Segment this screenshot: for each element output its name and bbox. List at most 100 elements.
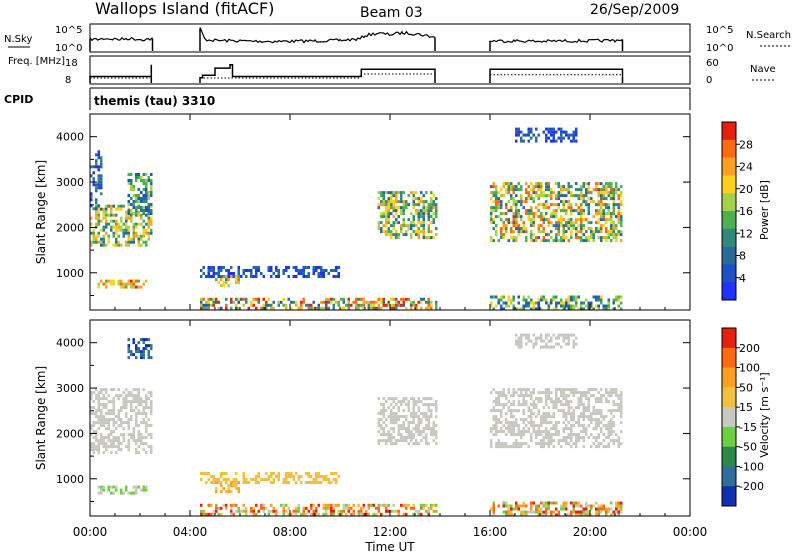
power-cell xyxy=(570,307,573,311)
power-cell xyxy=(570,191,573,195)
power-cell xyxy=(307,272,310,275)
power-cell xyxy=(115,228,118,232)
power-cell xyxy=(95,210,98,214)
power-cell xyxy=(410,306,413,310)
power-cell xyxy=(492,221,495,225)
velocity-cell xyxy=(540,445,543,449)
velocity-cell xyxy=(582,394,585,398)
velocity-cell xyxy=(400,439,403,443)
power-cell xyxy=(212,275,215,278)
velocity-cell xyxy=(392,503,395,507)
velocity-cell xyxy=(315,506,318,510)
power-cell xyxy=(567,239,570,243)
velocity-cell xyxy=(582,391,585,395)
power-cell xyxy=(605,227,608,231)
power-cell xyxy=(420,200,423,204)
velocity-cell xyxy=(527,388,530,392)
velocity-colorbar-tick-label: 15 xyxy=(739,401,753,414)
power-cell xyxy=(125,231,128,235)
power-cell xyxy=(532,191,535,195)
power-cell xyxy=(500,233,503,237)
power-cell xyxy=(617,233,620,237)
velocity-cell xyxy=(580,412,583,416)
velocity-cell xyxy=(542,406,545,410)
velocity-cell xyxy=(535,424,538,428)
velocity-cell xyxy=(92,445,95,449)
velocity-cell xyxy=(587,391,590,395)
velocity-cell xyxy=(125,445,128,449)
velocity-cell xyxy=(512,427,515,431)
power-cell xyxy=(262,303,265,307)
velocity-cell xyxy=(327,481,330,484)
velocity-cell xyxy=(332,512,335,516)
power-cell xyxy=(520,230,523,234)
power-cell xyxy=(112,219,115,223)
power-cell xyxy=(95,240,98,244)
power-cell xyxy=(150,212,153,215)
velocity-cell xyxy=(415,442,418,446)
power-cell xyxy=(575,227,578,231)
velocity-cell xyxy=(392,436,395,440)
power-cell xyxy=(552,203,555,207)
velocity-cell xyxy=(107,427,110,431)
velocity-cell xyxy=(590,507,593,511)
velocity-cell xyxy=(535,504,538,508)
power-cell xyxy=(492,185,495,189)
power-cell xyxy=(505,304,508,308)
power-cell xyxy=(322,275,325,278)
velocity-cell xyxy=(112,491,115,495)
power-cell xyxy=(405,224,408,228)
power-cell xyxy=(562,188,565,192)
velocity-cell xyxy=(595,427,598,431)
power-cell xyxy=(362,306,365,310)
power-cell xyxy=(545,206,548,210)
power-cell xyxy=(492,239,495,243)
power-cell xyxy=(360,297,363,301)
power-cell xyxy=(210,269,213,272)
velocity-cell xyxy=(562,394,565,398)
power-cell xyxy=(97,213,100,217)
power-cell xyxy=(527,194,530,198)
power-cell xyxy=(125,240,128,244)
velocity-cell xyxy=(125,488,128,492)
velocity-cell xyxy=(427,403,430,407)
power-cell xyxy=(105,204,108,208)
velocity-cell xyxy=(322,475,325,478)
power-cell xyxy=(142,206,145,209)
power-cell xyxy=(400,197,403,201)
power-cell xyxy=(562,200,565,204)
velocity-cell xyxy=(620,403,623,407)
power-cell xyxy=(532,224,535,228)
power-cell xyxy=(570,139,573,143)
power-cell xyxy=(335,300,338,304)
power-cell xyxy=(357,297,360,301)
power-cell xyxy=(510,197,513,201)
power-cell xyxy=(127,203,130,206)
velocity-cell xyxy=(540,424,543,428)
velocity-cell xyxy=(507,504,510,508)
velocity-cell xyxy=(400,424,403,428)
power-cell xyxy=(530,206,533,210)
power-cell xyxy=(390,206,393,210)
power-cell xyxy=(562,206,565,210)
power-cell xyxy=(580,227,583,231)
velocity-cell xyxy=(100,421,103,425)
power-cell xyxy=(132,225,135,229)
velocity-cell xyxy=(92,451,95,455)
velocity-cell xyxy=(277,475,280,478)
power-cell xyxy=(380,221,383,225)
velocity-cell xyxy=(150,433,153,437)
power-cell xyxy=(205,300,208,304)
power-cell xyxy=(555,209,558,213)
velocity-cell xyxy=(370,503,373,507)
velocity-cell xyxy=(395,421,398,425)
power-cell xyxy=(585,191,588,195)
power-cell xyxy=(320,300,323,304)
power-cell xyxy=(397,236,400,240)
velocity-cell xyxy=(502,442,505,446)
power-cell xyxy=(565,304,568,308)
power-cell xyxy=(497,191,500,195)
power-cell xyxy=(545,182,548,186)
power-cell xyxy=(412,206,415,210)
velocity-cell xyxy=(567,336,570,340)
